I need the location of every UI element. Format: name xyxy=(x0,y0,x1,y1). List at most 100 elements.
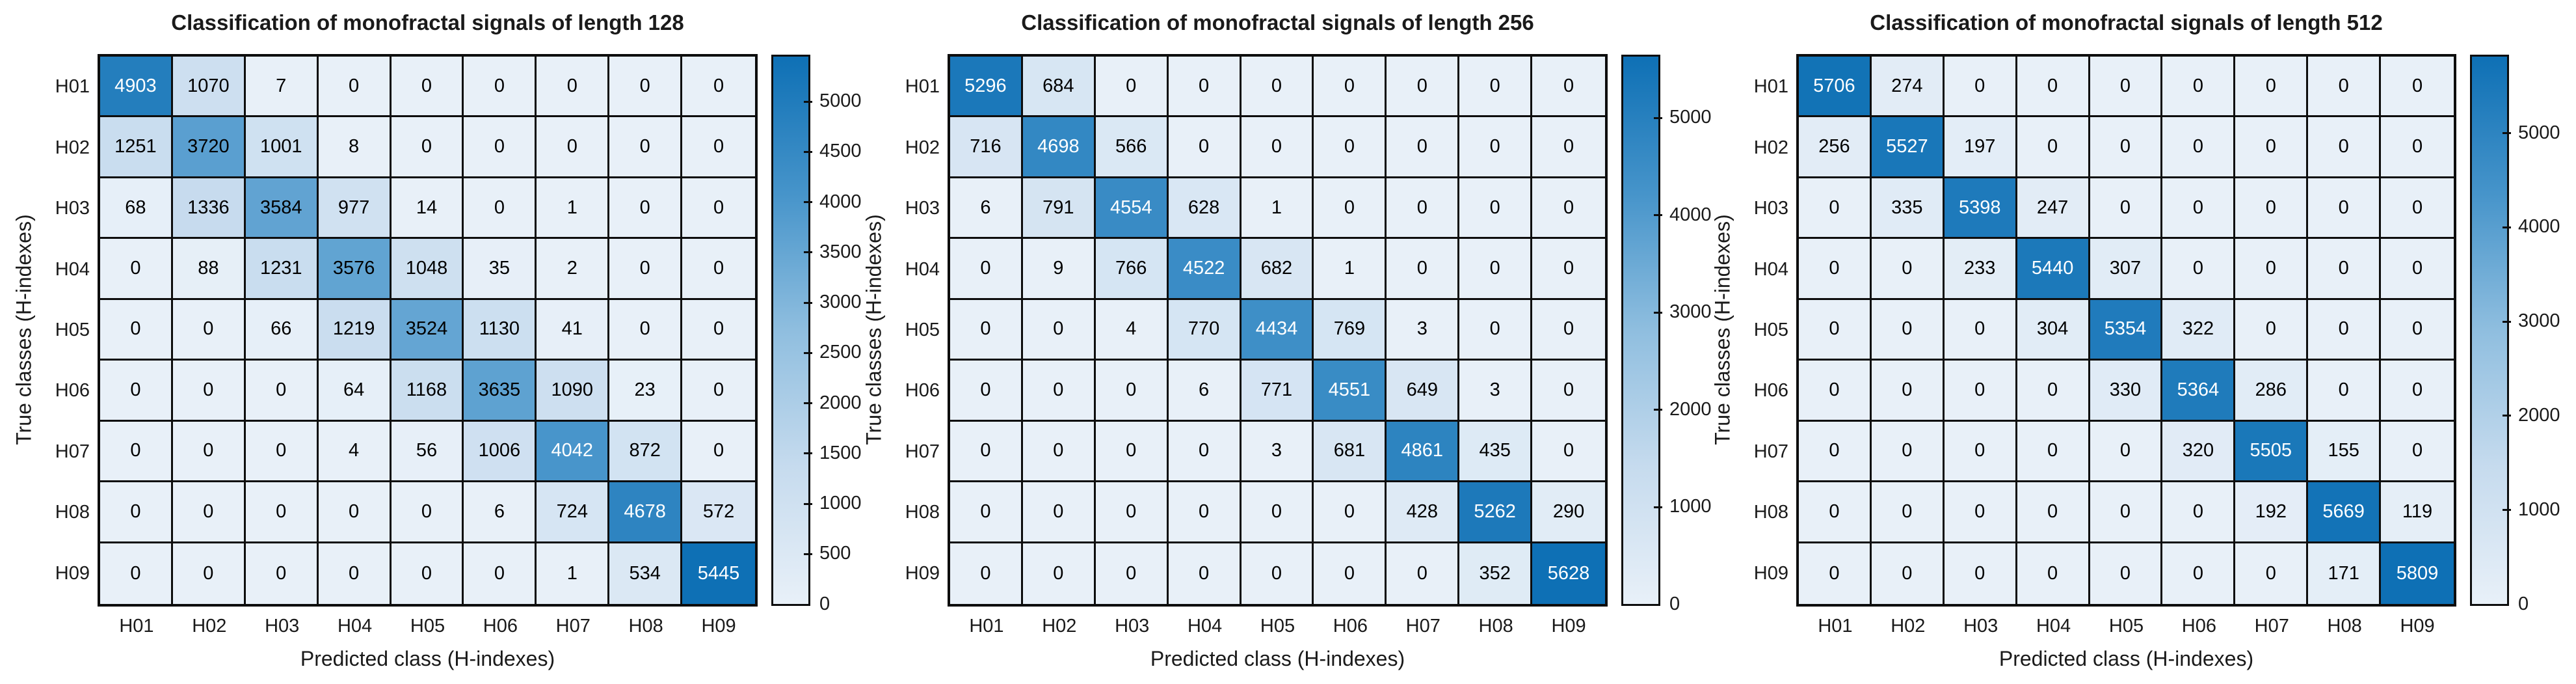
matrix-cell: 0 xyxy=(391,57,464,118)
matrix-cell: 791 xyxy=(1022,178,1096,239)
col-label: H09 xyxy=(1551,615,1586,636)
matrix-cell: 0 xyxy=(1799,178,1872,239)
matrix-cell: 0 xyxy=(1532,239,1605,300)
matrix-cell: 192 xyxy=(2235,482,2309,543)
matrix-cell: 0 xyxy=(464,57,537,118)
matrix-cell: 0 xyxy=(609,117,683,178)
matrix-cell: 0 xyxy=(2381,361,2454,422)
matrix-cell: 0 xyxy=(1532,299,1605,361)
matrix-cell: 0 xyxy=(2090,543,2163,604)
matrix-cell: 770 xyxy=(1168,299,1242,361)
matrix-cell: 0 xyxy=(682,361,755,422)
matrix-cell: 0 xyxy=(2017,361,2090,422)
col-label: H07 xyxy=(555,615,591,636)
matrix-cell: 0 xyxy=(1241,117,1314,178)
col-label: H06 xyxy=(2181,615,2216,636)
matrix-cell: 0 xyxy=(1022,543,1096,604)
colorbar-tick-label: 2000 xyxy=(1669,398,1712,420)
col-label: H06 xyxy=(1333,615,1368,636)
matrix-cell: 0 xyxy=(2162,482,2236,543)
matrix-cell: 0 xyxy=(1314,117,1387,178)
matrix-cell: 628 xyxy=(1168,178,1242,239)
matrix-cell: 0 xyxy=(950,482,1023,543)
matrix-cell: 3720 xyxy=(172,117,246,178)
matrix-cell: 435 xyxy=(1459,421,1533,483)
colorbar-tick xyxy=(2503,320,2511,323)
matrix-cell: 0 xyxy=(1387,117,1460,178)
col-label: H01 xyxy=(969,615,1004,636)
row-label: H02 xyxy=(55,137,90,158)
matrix-cell: 0 xyxy=(2090,178,2163,239)
matrix-cell: 256 xyxy=(1799,117,1872,178)
x-axis-label: Predicted class (H-indexes) xyxy=(1150,647,1405,670)
matrix-cell: 0 xyxy=(2308,299,2382,361)
matrix-cell: 247 xyxy=(2017,178,2090,239)
colorbar-tick xyxy=(1654,506,1662,508)
matrix-cell: 0 xyxy=(172,543,246,604)
matrix-cell: 1070 xyxy=(172,57,246,118)
matrix-cell: 0 xyxy=(1095,57,1169,118)
panel-title: Classification of monofractal signals of… xyxy=(1870,10,2383,34)
matrix-cell: 0 xyxy=(1944,361,2017,422)
colorbar-tick xyxy=(804,452,812,455)
matrix-cell: 0 xyxy=(318,543,392,604)
colorbar xyxy=(771,55,810,606)
matrix-cell: 5706 xyxy=(1799,57,1872,118)
matrix-cell: 0 xyxy=(682,178,755,239)
matrix-cell: 0 xyxy=(1871,543,1945,604)
row-label: H08 xyxy=(905,502,940,523)
matrix-cell: 0 xyxy=(1944,421,2017,483)
matrix-cell: 6 xyxy=(464,482,537,543)
matrix-cell: 0 xyxy=(1168,421,1242,483)
matrix-cell: 5262 xyxy=(1459,482,1533,543)
colorbar-tick xyxy=(804,502,812,505)
matrix-cell: 0 xyxy=(391,543,464,604)
matrix-cell: 0 xyxy=(1022,299,1096,361)
col-label: H01 xyxy=(1818,615,1853,636)
row-label: H03 xyxy=(905,198,940,219)
col-label: H08 xyxy=(2327,615,2362,636)
col-label: H02 xyxy=(192,615,227,636)
matrix-cell: 0 xyxy=(1168,482,1242,543)
col-label: H02 xyxy=(1891,615,1926,636)
matrix-cell: 6 xyxy=(1168,361,1242,422)
matrix-cell: 0 xyxy=(2090,57,2163,118)
col-label: H03 xyxy=(1115,615,1150,636)
matrix-cell: 0 xyxy=(1241,482,1314,543)
col-label: H04 xyxy=(337,615,373,636)
matrix-cell: 681 xyxy=(1314,421,1387,483)
matrix-cell: 0 xyxy=(2308,361,2382,422)
matrix-cell: 5445 xyxy=(682,543,755,604)
matrix-cell: 322 xyxy=(2162,299,2236,361)
colorbar-tick xyxy=(804,553,812,555)
matrix-cell: 872 xyxy=(609,421,683,483)
matrix-cell: 0 xyxy=(1095,421,1169,483)
matrix-cell: 0 xyxy=(1532,117,1605,178)
matrix-cell: 1 xyxy=(1241,178,1314,239)
matrix-cell: 0 xyxy=(245,482,319,543)
matrix-cell: 0 xyxy=(2308,117,2382,178)
matrix-cell: 197 xyxy=(1944,117,2017,178)
matrix-cell: 4678 xyxy=(609,482,683,543)
matrix-cell: 5527 xyxy=(1871,117,1945,178)
confusion-grid: 4903 1070 7 0 0 0 0 0 0 1251 3720 1001 8 0 0 0 0 0 68 1336 3… xyxy=(98,54,758,607)
matrix-cell: 4551 xyxy=(1314,361,1387,422)
matrix-cell: 682 xyxy=(1241,239,1314,300)
colorbar-tick xyxy=(1654,409,1662,411)
matrix-cell: 0 xyxy=(2381,178,2454,239)
matrix-cell: 1130 xyxy=(464,299,537,361)
row-label: H02 xyxy=(905,137,940,158)
matrix-cell: 9 xyxy=(1022,239,1096,300)
matrix-cell: 0 xyxy=(391,117,464,178)
matrix-cell: 41 xyxy=(537,299,610,361)
matrix-cell: 0 xyxy=(1459,57,1533,118)
colorbar xyxy=(1621,55,1660,606)
col-label: H04 xyxy=(2036,615,2071,636)
row-label: H07 xyxy=(1753,441,1788,462)
matrix-cell: 0 xyxy=(100,361,173,422)
matrix-cell: 0 xyxy=(609,299,683,361)
matrix-cell: 0 xyxy=(172,421,246,483)
col-label: H08 xyxy=(628,615,663,636)
matrix-cell: 0 xyxy=(537,117,610,178)
